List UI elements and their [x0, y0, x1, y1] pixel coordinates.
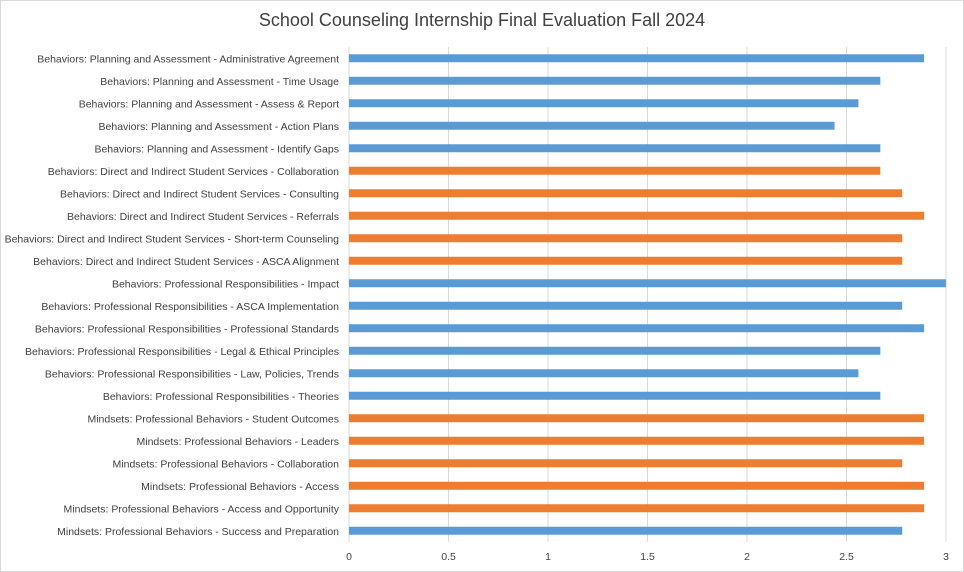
category-label: Mindsets: Professional Behaviors - Stude… [87, 413, 339, 425]
bar [349, 346, 881, 355]
bar [349, 99, 859, 108]
x-tick-label: 1.5 [640, 551, 655, 563]
bar [349, 144, 881, 153]
category-label: Behaviors: Planning and Assessment - Ass… [79, 98, 339, 110]
category-label: Behaviors: Professional Responsibilities… [41, 301, 339, 313]
bar [349, 189, 903, 198]
bar [349, 459, 903, 468]
category-label: Mindsets: Professional Behaviors - Colla… [113, 458, 340, 470]
bar [349, 526, 903, 535]
x-tick-label: 3 [943, 551, 949, 563]
bar [349, 504, 925, 513]
bar [349, 121, 835, 130]
category-label: Behaviors: Direct and Indirect Student S… [5, 233, 340, 245]
bar [349, 436, 925, 445]
bar [349, 76, 881, 85]
x-tick-label: 2 [744, 551, 750, 563]
category-label: Behaviors: Planning and Assessment - Adm… [37, 53, 339, 65]
bar [349, 166, 881, 175]
category-label: Behaviors: Planning and Assessment - Act… [99, 121, 339, 133]
bar [349, 211, 925, 220]
category-label: Behaviors: Direct and Indirect Student S… [48, 166, 339, 178]
category-label: Behaviors: Direct and Indirect Student S… [33, 256, 339, 268]
category-label: Mindsets: Professional Behaviors - Succe… [57, 526, 339, 538]
x-tick-label: 1 [545, 551, 551, 563]
bar [349, 54, 925, 63]
category-label: Mindsets: Professional Behaviors - Acces… [141, 481, 339, 493]
chart-title: School Counseling Internship Final Evalu… [258, 10, 706, 30]
bar [349, 481, 925, 490]
category-label: Behaviors: Professional Responsibilities… [103, 391, 339, 403]
x-tick-label: 2.5 [839, 551, 854, 563]
bar [349, 279, 946, 288]
x-tick-label: 0.5 [441, 551, 456, 563]
category-label: Mindsets: Professional Behaviors - Acces… [64, 503, 340, 515]
category-label: Behaviors: Professional Responsibilities… [45, 368, 339, 380]
category-label: Behaviors: Professional Responsibilities… [112, 278, 339, 290]
bar [349, 256, 903, 265]
category-label: Behaviors: Planning and Assessment - Ide… [94, 143, 339, 155]
category-label: Behaviors: Professional Responsibilities… [35, 323, 339, 335]
bar [349, 369, 859, 378]
bar [349, 324, 925, 333]
category-label: Behaviors: Professional Responsibilities… [25, 346, 339, 358]
bar [349, 234, 903, 243]
category-label: Behaviors: Direct and Indirect Student S… [60, 188, 339, 200]
category-label: Mindsets: Professional Behaviors - Leade… [136, 436, 339, 448]
bar [349, 301, 903, 310]
category-label: Behaviors: Planning and Assessment - Tim… [100, 76, 339, 88]
bar [349, 391, 881, 400]
bar [349, 414, 925, 423]
category-label: Behaviors: Direct and Indirect Student S… [67, 211, 339, 223]
x-tick-label: 0 [346, 551, 352, 563]
